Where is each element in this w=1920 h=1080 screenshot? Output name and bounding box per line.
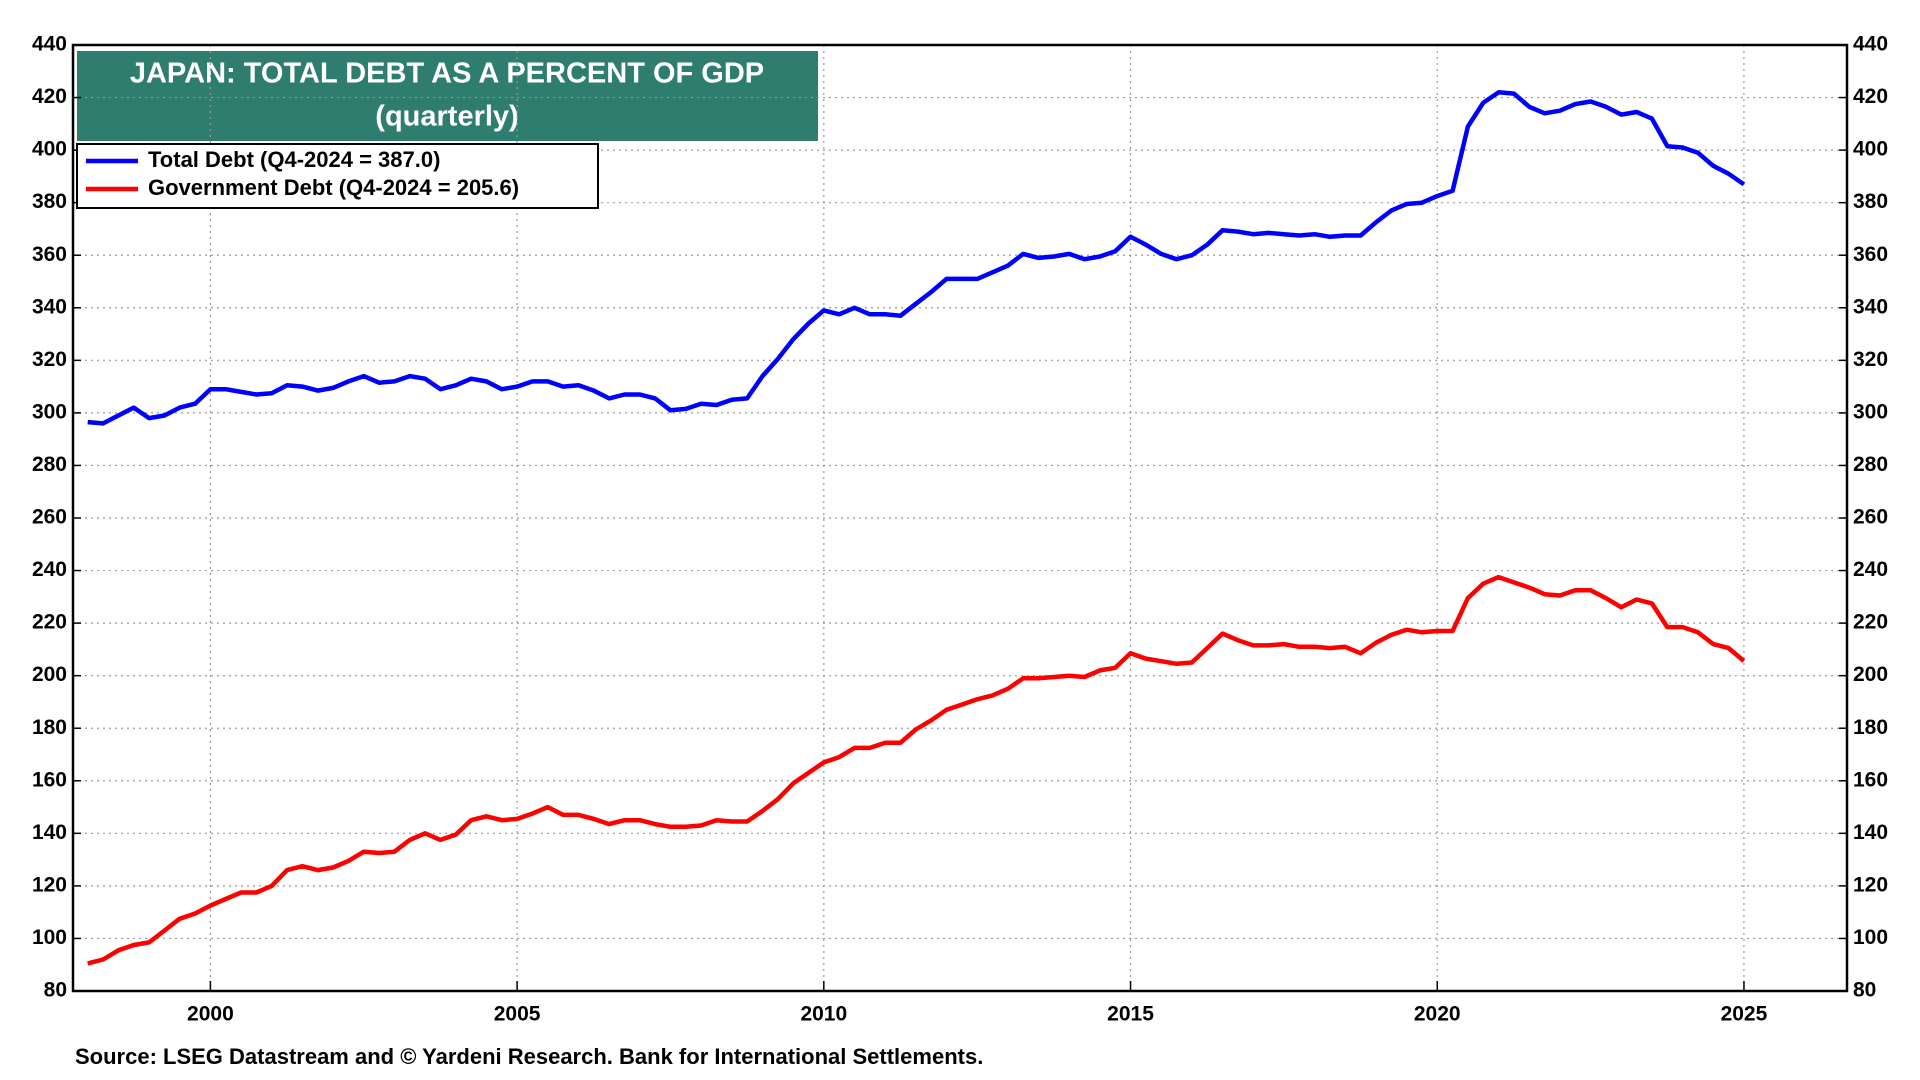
y2-tick-label: 100 [1853, 926, 1888, 949]
y-tick-label: 220 [32, 611, 67, 634]
y2-tick-label: 200 [1853, 663, 1888, 686]
y-tick-label: 320 [32, 348, 67, 371]
y2-tick-label: 80 [1853, 979, 1876, 1002]
legend-label: Total Debt (Q4-2024 = 387.0) [148, 147, 440, 172]
y-tick-label: 140 [32, 821, 67, 844]
legend-label: Government Debt (Q4-2024 = 205.6) [148, 175, 519, 200]
y-tick-label: 360 [32, 243, 67, 266]
x-tick-label: 2015 [1107, 1003, 1154, 1026]
x-tick-label: 2025 [1721, 1003, 1768, 1026]
series-line [87, 90, 1746, 426]
y2-tick-label: 220 [1853, 611, 1888, 634]
y2-tick-label: 300 [1853, 400, 1888, 423]
y-tick-label: 300 [32, 400, 67, 423]
source-note: Source: LSEG Datastream and © Yardeni Re… [75, 1044, 983, 1069]
y-tick-label: 200 [32, 663, 67, 686]
y-tick-label: 380 [32, 190, 67, 213]
legend-box [76, 143, 599, 209]
y-tick-label: 440 [32, 33, 67, 56]
y-tick-label: 100 [32, 926, 67, 949]
x-tick-label: 2020 [1414, 1003, 1461, 1026]
y2-tick-label: 440 [1853, 33, 1888, 56]
y-tick-label: 340 [32, 295, 67, 318]
y-tick-label: 240 [32, 558, 67, 581]
y-tick-label: 260 [32, 506, 67, 529]
y-tick-label: 420 [32, 85, 67, 108]
y-tick-label: 400 [32, 138, 67, 161]
y2-tick-label: 380 [1853, 190, 1888, 213]
y2-tick-label: 420 [1853, 85, 1888, 108]
chart-subtitle: (quarterly) [375, 101, 518, 133]
y2-tick-label: 260 [1853, 506, 1888, 529]
y2-tick-label: 280 [1853, 453, 1888, 476]
series-line [87, 574, 1746, 966]
y-tick-label: 80 [44, 979, 67, 1002]
x-tick-label: 2000 [187, 1003, 234, 1026]
y2-tick-label: 240 [1853, 558, 1888, 581]
y2-tick-label: 160 [1853, 768, 1888, 791]
y-tick-label: 280 [32, 453, 67, 476]
plot-frame [71, 43, 1849, 993]
chart-title: JAPAN: TOTAL DEBT AS A PERCENT OF GDP [130, 58, 764, 90]
x-tick-label: 2005 [494, 1003, 541, 1026]
y2-tick-label: 180 [1853, 716, 1888, 739]
y2-tick-label: 360 [1853, 243, 1888, 266]
x-tick-label: 2010 [800, 1003, 847, 1026]
y2-tick-label: 120 [1853, 873, 1888, 896]
title-box [77, 51, 818, 141]
y2-tick-label: 400 [1853, 138, 1888, 161]
y-tick-label: 160 [32, 768, 67, 791]
y2-tick-label: 140 [1853, 821, 1888, 844]
y-tick-label: 120 [32, 873, 67, 896]
y2-tick-label: 340 [1853, 295, 1888, 318]
y2-tick-label: 320 [1853, 348, 1888, 371]
y-tick-label: 180 [32, 716, 67, 739]
